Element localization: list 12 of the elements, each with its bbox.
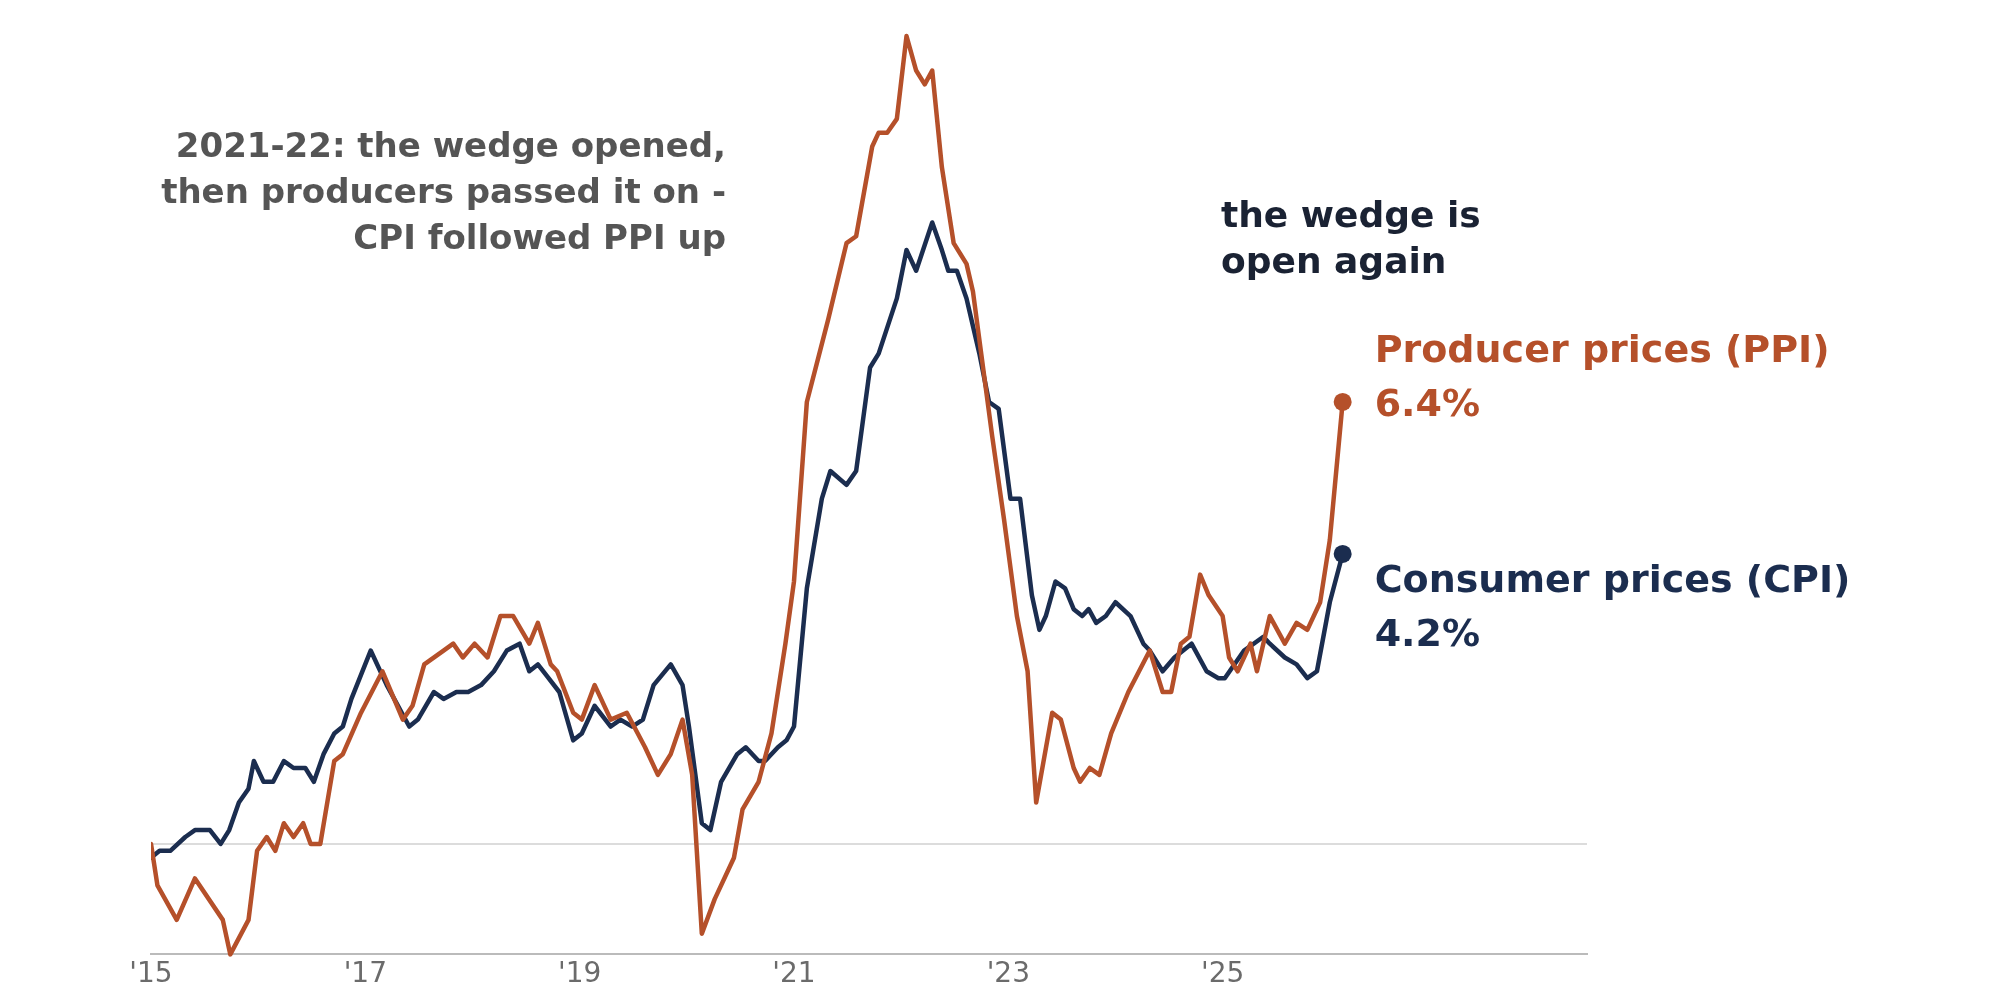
x-tick-label: '23 xyxy=(986,956,1030,990)
data-label: 4.2% xyxy=(1374,610,1481,655)
data-label: 6.4% xyxy=(1374,380,1481,425)
x-tick-label: '25 xyxy=(1200,956,1245,990)
annotation: the wedge is open again xyxy=(1221,194,1481,282)
x-tick-label: '15 xyxy=(129,956,173,990)
x-tick-label: '19 xyxy=(557,956,602,990)
series-label: Producer prices (PPI) xyxy=(1374,326,1830,371)
annotation: 2021-22: the wedge opened, then producers passed it on - CPI followed PPI up xyxy=(161,124,726,257)
series-label: Consumer prices (CPI) xyxy=(1374,556,1851,601)
x-tick-label: '21 xyxy=(772,956,816,990)
x-tick-label: '17 xyxy=(343,956,387,990)
